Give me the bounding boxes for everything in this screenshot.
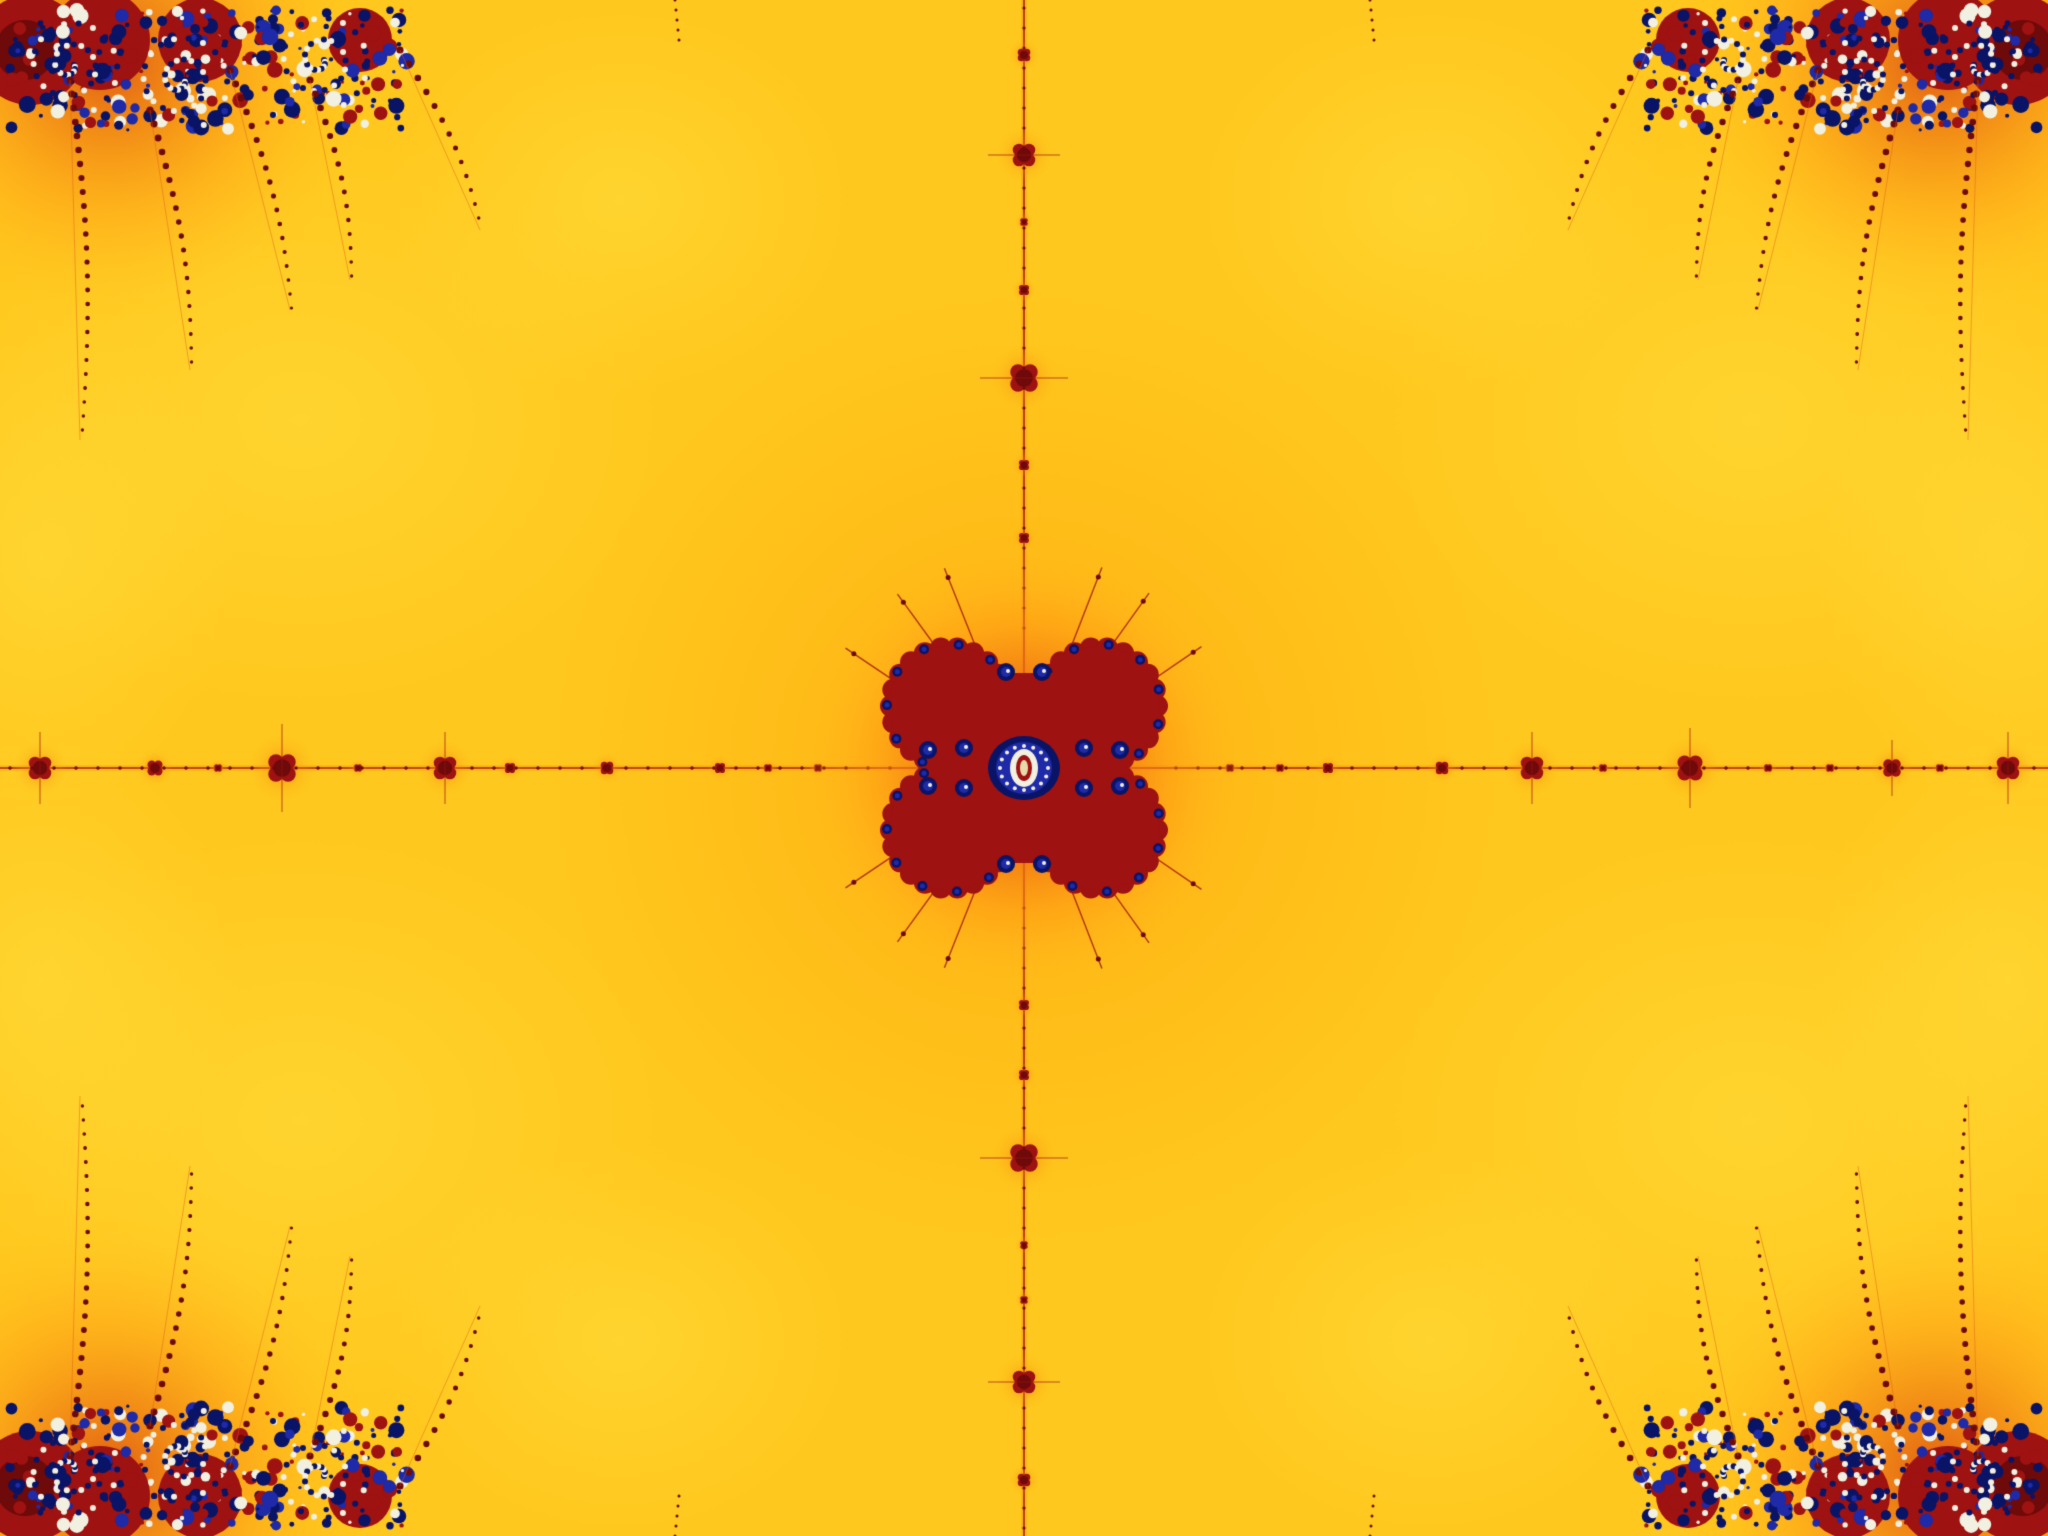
fractal-render	[0, 0, 2048, 1536]
